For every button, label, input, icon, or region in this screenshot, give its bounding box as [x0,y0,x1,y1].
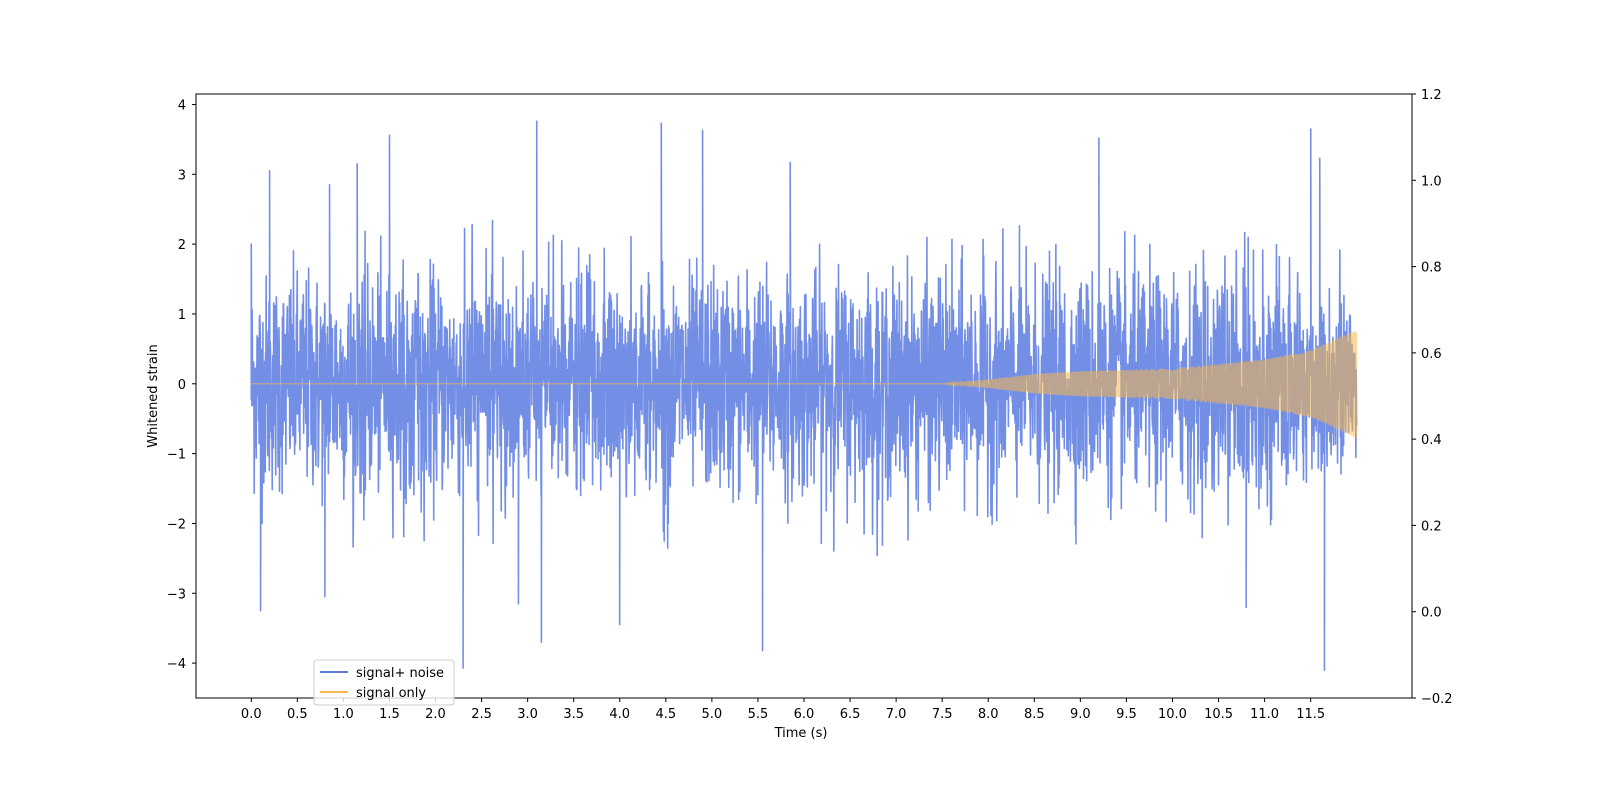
y2-tick-label-0-2: 0.2 [1421,519,1442,534]
x-tick-label-3-0: 3.0 [517,707,538,722]
x-tick-label-7-5: 7.5 [932,707,953,722]
plot-area [250,120,1358,671]
y2-tick-label-0-8: 0.8 [1421,261,1442,276]
x-tick-label-7-0: 7.0 [886,707,907,722]
x-tick-label-5-5: 5.5 [748,707,769,722]
x-tick-label-5-0: 5.0 [702,707,723,722]
y-tick-label-4: 4 [178,98,186,113]
x-tick-label-2-0: 2.0 [425,707,446,722]
x-tick-label-2-5: 2.5 [471,707,492,722]
x-axis: 0.0 0.5 1.0 1.5 2.0 2.5 3.0 3.5 4.0 4.5 5.0 5.5 6.0 6… [241,698,1325,722]
x-tick-label-10-5: 10.5 [1204,707,1233,722]
x-tick-label-11-5: 11.5 [1296,707,1325,722]
x-tick-label-0-0: 0.0 [241,707,262,722]
x-tick-label-9-0: 9.0 [1070,707,1091,722]
y-tick-label-1: 1 [178,308,186,323]
x-tick-label-8-0: 8.0 [978,707,999,722]
y2-tick-label-1-2: 1.2 [1421,88,1442,103]
x-tick-label-6-5: 6.5 [840,707,861,722]
y-axis-right: −0.2 0.0 0.2 0.4 0.6 0.8 1.0 1.2 [1412,88,1453,707]
series-signal-only [251,331,1358,438]
y-tick-label-2: 2 [178,238,186,253]
y2-tick-label-0-6: 0.6 [1421,347,1442,362]
x-tick-label-9-5: 9.5 [1116,707,1137,722]
x-tick-label-1-0: 1.0 [333,707,354,722]
x-tick-label-8-5: 8.5 [1024,707,1045,722]
x-tick-label-3-5: 3.5 [563,707,584,722]
y-tick-label-1: −1 [167,448,186,463]
y-axis-left: −4 −3 −2 −1 0 1 2 3 4 [167,98,196,672]
x-tick-label-4-5: 4.5 [655,707,676,722]
legend-box [313,659,455,706]
y-tick-label-4: −4 [167,657,186,672]
legend-label-signal-only: signal only [356,686,426,701]
y2-tick-label-0-4: 0.4 [1421,433,1442,448]
legend: signal+ noise signal only [313,659,455,706]
x-tick-label-11-0: 11.0 [1250,707,1279,722]
x-tick-label-1-5: 1.5 [379,707,400,722]
x-tick-label-0-5: 0.5 [287,707,308,722]
y-tick-label-3: 3 [178,168,186,183]
x-axis-label: Time (s) [774,726,828,741]
x-tick-label-10-0: 10.0 [1158,707,1187,722]
y2-tick-label-1-0: 1.0 [1421,174,1442,189]
y2-tick-label-0-2: −0.2 [1421,692,1453,707]
y2-tick-label-0-0: 0.0 [1421,606,1442,621]
y-tick-label-0: 0 [178,378,186,393]
legend-label-signal-plus-noise: signal+ noise [356,666,444,681]
x-tick-label-6-0: 6.0 [794,707,815,722]
y-tick-label-2: −2 [167,517,186,532]
x-tick-label-4-0: 4.0 [609,707,630,722]
y-tick-label-3: −3 [167,587,186,602]
y-axis-label: Whitened strain [146,344,161,447]
